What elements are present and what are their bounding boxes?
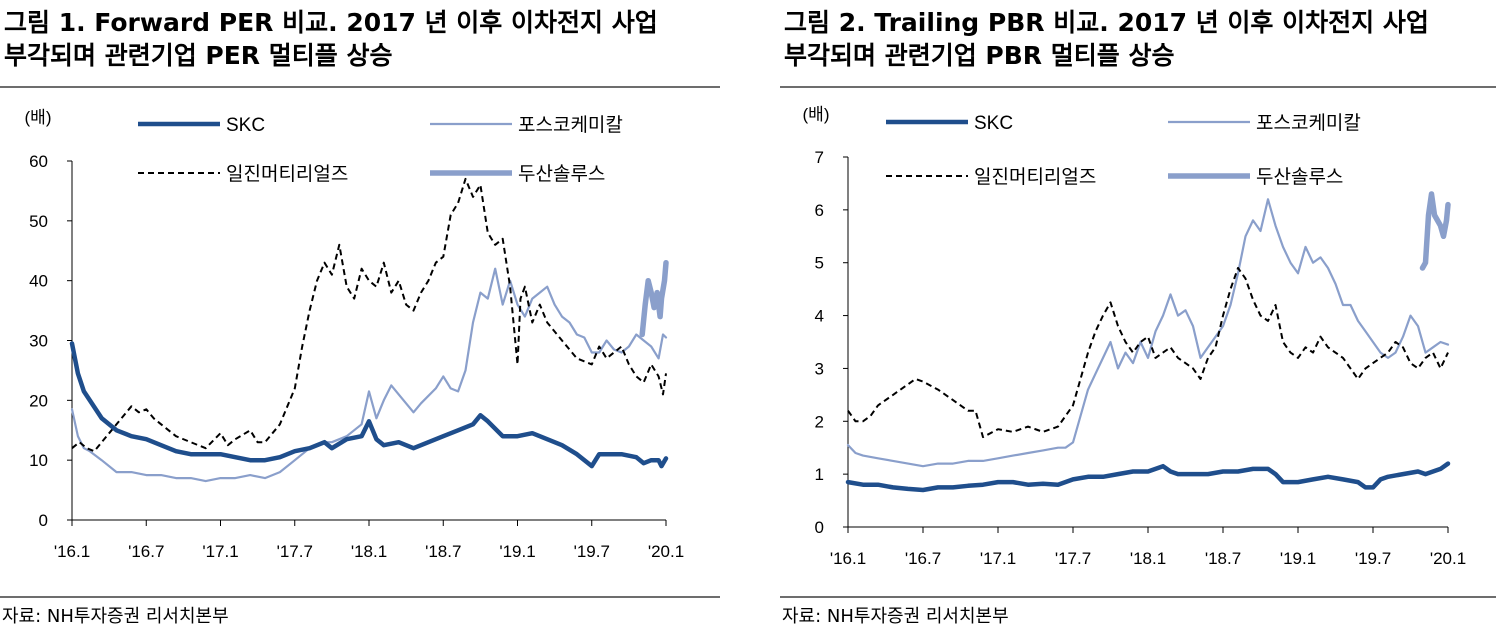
legend-label: 포스코케미칼 [1256,112,1361,134]
series-line-3 [847,267,1449,439]
x-tick-label: '19.1 [499,542,535,561]
y-tick-label: 4 [815,307,824,326]
x-tick-label: '20.1 [648,542,684,561]
legend-label: 포스코케미칼 [518,114,623,136]
x-tick-label: '16.7 [128,542,164,561]
y-tick-label: 50 [29,212,48,231]
x-tick-label: '16.1 [830,549,866,568]
y-tick-label: 3 [815,359,824,378]
series-line-2 [846,198,1450,468]
legend-label: SKC [226,115,265,136]
series-line-4 [639,259,669,338]
y-tick-label: 40 [29,272,48,291]
trailing-pbr-line-chart: (배) 0 1 2 3 4 5 6 7 '16.1 '16.7 '17.1 '17.7 '18.1 '18.… [803,105,1467,568]
series-line-4 [1419,191,1451,271]
x-tick-label: '18.7 [425,542,461,561]
legend-label: SKC [974,113,1013,134]
x-tick-label: '18.7 [1205,549,1241,568]
series-line-2 [70,267,668,483]
chart-title-line1: 그림 2. Trailing PBR 비교. 2017 년 이후 이차전지 사업 [784,8,1429,37]
x-tick-label: '16.7 [905,549,941,568]
unit-label: (배) [803,105,830,124]
y-tick-label: 60 [29,152,48,171]
top-rule [780,86,1496,88]
y-tick-label: 6 [815,201,824,220]
chart-title-line1: 그림 1. Forward PER 비교. 2017 년 이후 이차전지 사업 [4,8,658,37]
series-line-1 [845,461,1451,493]
unit-label: (배) [25,108,52,127]
x-tick-label: '20.1 [1430,549,1466,568]
legend-label: 일진머티리얼즈 [974,166,1096,188]
y-tick-label: 7 [815,148,824,167]
x-tick-label: '19.7 [574,542,610,561]
legend-label: 두산솔루스 [518,163,605,185]
chart-title-line2: 부각되며 관련기업 PBR 멀티플 상승 [784,41,1175,70]
legend-label: 일진머티리얼즈 [226,163,348,185]
chart-title: 그림 1. Forward PER 비교. 2017 년 이후 이차전지 사업 … [4,6,716,72]
legend-label: 두산솔루스 [1256,166,1343,188]
y-tick-label: 30 [29,332,48,351]
x-tick-label: '17.1 [980,549,1016,568]
chart-panel-trailing-pbr: 그림 2. Trailing PBR 비교. 2017 년 이후 이차전지 사업… [780,0,1499,643]
x-tick-label: '17.1 [202,542,238,561]
bottom-rule [780,596,1496,598]
y-tick-label: 1 [815,465,824,484]
x-tick-label: '18.1 [1130,549,1166,568]
y-tick-label: 0 [815,518,824,537]
series-line-1 [69,341,669,469]
y-tick-label: 10 [29,451,48,470]
x-tick-label: '17.7 [1055,549,1091,568]
series-line-3 [71,177,667,453]
y-tick-label: 20 [29,391,48,410]
chart-title-line2: 부각되며 관련기업 PER 멀티플 상승 [4,41,393,70]
source-note: 자료: NH투자증권 리서치본부 [782,606,1009,627]
x-tick-label: '19.7 [1355,549,1391,568]
forward-per-line-chart: (배) 0 10 20 30 40 50 60 '16.1 '16.7 '17.1 '17.7 '18.… [25,108,685,561]
x-tick-label: '18.1 [351,542,387,561]
chart-title: 그림 2. Trailing PBR 비교. 2017 년 이후 이차전지 사업… [784,6,1496,72]
source-note: 자료: NH투자증권 리서치본부 [2,606,229,627]
y-tick-label: 0 [39,511,48,530]
bottom-rule [0,596,720,598]
top-rule [0,86,720,88]
y-tick-label: 5 [815,254,824,273]
x-tick-label: '16.1 [54,542,90,561]
x-tick-label: '17.7 [277,542,313,561]
y-tick-label: 2 [815,412,824,431]
chart-panel-forward-per: 그림 1. Forward PER 비교. 2017 년 이후 이차전지 사업 … [0,0,720,643]
x-tick-label: '19.1 [1280,549,1316,568]
